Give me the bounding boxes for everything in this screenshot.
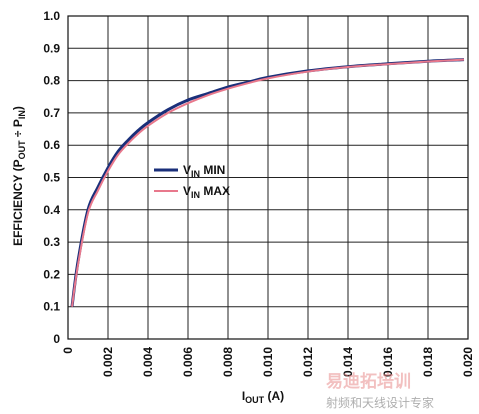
x-tick-label: 0.014 — [341, 347, 355, 377]
series-line-vin-max — [71, 58, 465, 307]
y-tick-label: 0.7 — [43, 106, 60, 120]
watermark-line2: 射频和天线设计专家 — [326, 395, 434, 410]
x-tick-label: 0.002 — [101, 347, 115, 377]
y-tick-label: 0.5 — [43, 171, 60, 185]
x-tick-label: 0.004 — [141, 347, 155, 377]
y-tick-label: 0.4 — [43, 203, 60, 217]
y-tick-label: 0.2 — [43, 267, 60, 281]
grid-lines — [68, 16, 468, 339]
y-tick-label: 0.8 — [43, 74, 60, 88]
x-tick-label: 0.006 — [181, 347, 195, 377]
y-tick-label: 0 — [53, 332, 60, 346]
y-tick-label: 0.3 — [43, 235, 60, 249]
legend-label: VIN MAX — [183, 184, 230, 200]
x-tick-label: 0.016 — [381, 347, 395, 377]
y-tick-label: 1.0 — [43, 9, 60, 23]
y-tick-labels: 0 0.1 0.2 0.3 0.4 0.5 0.6 0.7 0.8 0.9 1.0 — [43, 9, 60, 346]
x-tick-labels: 0 0.002 0.004 0.006 0.008 0.010 0.012 0.014 0.01… — [61, 347, 475, 377]
x-tick-label: 0 — [61, 347, 75, 354]
x-tick-label: 0.010 — [261, 347, 275, 377]
y-tick-label: 0.9 — [43, 41, 60, 55]
legend-label: VIN MIN — [183, 163, 225, 179]
watermark-line1: 易迪拓培训 — [326, 371, 411, 392]
plot-frame — [67, 15, 469, 340]
x-tick-label: 0.018 — [421, 347, 435, 377]
data-series — [70, 58, 465, 307]
y-tick-label: 0.6 — [43, 138, 60, 152]
x-tick-label: 0.020 — [461, 347, 475, 377]
x-tick-label: 0.012 — [301, 347, 315, 377]
watermark: 易迪拓培训 射频和天线设计专家 — [326, 371, 434, 410]
y-tick-label: 0.1 — [43, 300, 60, 314]
y-axis-title: EFFICIENCY (POUT ÷ PIN) — [11, 106, 27, 246]
x-axis-title: IOUT (A) — [242, 389, 284, 405]
legend: VIN MIN VIN MAX — [154, 163, 230, 200]
x-tick-label: 0.008 — [221, 347, 235, 377]
